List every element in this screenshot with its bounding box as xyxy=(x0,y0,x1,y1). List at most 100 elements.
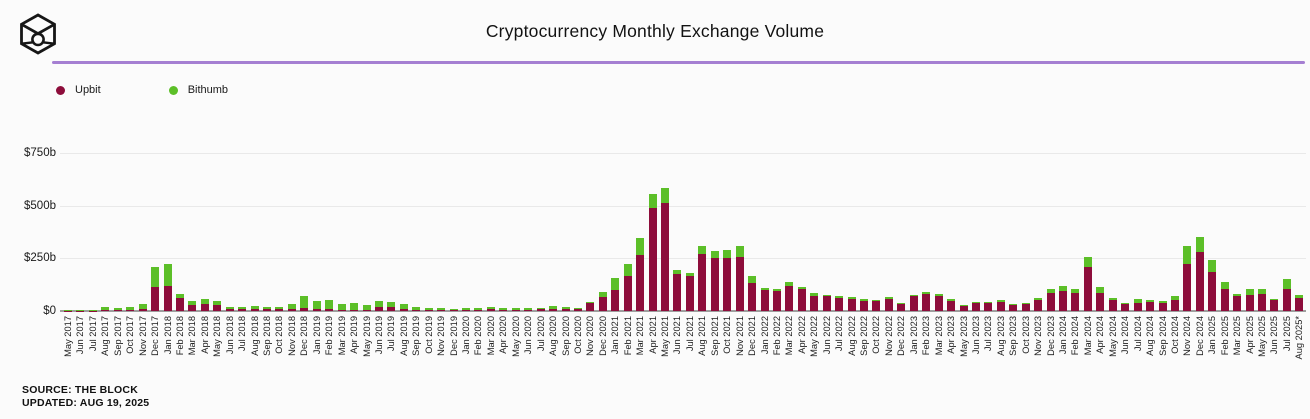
bar-stack[interactable] xyxy=(897,303,906,311)
bar-stack[interactable] xyxy=(325,300,334,311)
bar-stack[interactable] xyxy=(1121,302,1130,311)
bar-stack[interactable] xyxy=(175,294,184,311)
bar-stack[interactable] xyxy=(847,297,856,311)
bar-stack[interactable] xyxy=(300,296,309,311)
bar-stack[interactable] xyxy=(449,308,458,311)
bar-stack[interactable] xyxy=(412,307,421,311)
bar-stack[interactable] xyxy=(350,302,359,311)
bar-stack[interactable] xyxy=(511,308,520,311)
bar-stack[interactable] xyxy=(549,306,558,311)
bar-stack[interactable] xyxy=(1021,303,1030,311)
bar-stack[interactable] xyxy=(748,276,757,311)
bar-stack[interactable] xyxy=(797,286,806,311)
bar-stack[interactable] xyxy=(922,292,931,311)
bar-stack[interactable] xyxy=(984,302,993,311)
bar-stack[interactable] xyxy=(287,304,296,311)
bar-stack[interactable] xyxy=(250,306,259,311)
bar-stack[interactable] xyxy=(971,301,980,311)
bar-stack[interactable] xyxy=(1295,295,1304,311)
bar-stack[interactable] xyxy=(225,306,234,311)
bar-stack[interactable] xyxy=(1046,289,1055,311)
bar-stack[interactable] xyxy=(698,246,707,311)
bar-stack[interactable] xyxy=(1258,289,1266,311)
bar-stack[interactable] xyxy=(387,301,396,311)
bar-stack[interactable] xyxy=(860,299,868,311)
bar-stack[interactable] xyxy=(884,297,893,311)
bar-stack[interactable] xyxy=(101,307,110,311)
bar-stack[interactable] xyxy=(598,292,607,311)
bar-stack[interactable] xyxy=(1282,279,1291,311)
bar-stack[interactable] xyxy=(1170,295,1179,311)
bar-stack[interactable] xyxy=(424,307,433,311)
bar-stack[interactable] xyxy=(437,308,446,311)
bar-stack[interactable] xyxy=(138,303,147,311)
bar-stack[interactable] xyxy=(64,310,72,311)
bar-stack[interactable] xyxy=(238,307,247,311)
bar-stack[interactable] xyxy=(947,299,956,311)
bar-stack[interactable] xyxy=(872,299,881,311)
bar-stack[interactable] xyxy=(586,301,595,311)
bar-stack[interactable] xyxy=(661,187,669,311)
legend-item-upbit[interactable]: Upbit xyxy=(56,84,101,96)
bar-stack[interactable] xyxy=(275,306,284,311)
bar-stack[interactable] xyxy=(636,238,645,311)
bar-stack[interactable] xyxy=(1108,297,1117,311)
bar-stack[interactable] xyxy=(524,308,533,311)
bar-stack[interactable] xyxy=(673,270,682,311)
bar-stack[interactable] xyxy=(934,294,943,311)
bar-stack[interactable] xyxy=(1146,299,1155,311)
bar-stack[interactable] xyxy=(810,293,819,311)
bar-stack[interactable] xyxy=(1245,289,1254,311)
bar-stack[interactable] xyxy=(263,307,271,311)
bar-stack[interactable] xyxy=(499,308,508,311)
bar-stack[interactable] xyxy=(685,273,694,311)
bar-stack[interactable] xyxy=(1059,285,1067,311)
bar-stack[interactable] xyxy=(486,307,495,311)
bar-stack[interactable] xyxy=(126,307,135,311)
bar-stack[interactable] xyxy=(996,300,1005,311)
the-block-logo[interactable] xyxy=(18,13,58,55)
bar-stack[interactable] xyxy=(200,299,209,311)
bar-stack[interactable] xyxy=(785,281,794,311)
bar-stack[interactable] xyxy=(151,266,160,311)
bar-stack[interactable] xyxy=(760,287,769,311)
bar-stack[interactable] xyxy=(1096,287,1105,311)
bar-stack[interactable] xyxy=(188,301,197,311)
bar-stack[interactable] xyxy=(710,250,719,311)
bar-stack[interactable] xyxy=(474,307,483,311)
legend-item-bithumb[interactable]: Bithumb xyxy=(168,84,228,96)
bar-stack[interactable] xyxy=(76,310,85,311)
bar-stack[interactable] xyxy=(1071,289,1080,311)
bar-stack[interactable] xyxy=(88,309,97,311)
bar-stack[interactable] xyxy=(1009,303,1018,311)
bar-stack[interactable] xyxy=(1233,293,1242,311)
bar-stack[interactable] xyxy=(1183,245,1192,311)
bar-stack[interactable] xyxy=(1083,257,1092,311)
bar-stack[interactable] xyxy=(772,288,781,311)
bar-stack[interactable] xyxy=(835,296,844,311)
bar-stack[interactable] xyxy=(1195,237,1204,311)
bar-stack[interactable] xyxy=(735,246,744,311)
bar-stack[interactable] xyxy=(1158,300,1167,311)
bar-stack[interactable] xyxy=(113,307,122,311)
bar-stack[interactable] xyxy=(312,300,321,311)
bar-stack[interactable] xyxy=(337,303,346,311)
bar-stack[interactable] xyxy=(723,250,732,311)
bar-stack[interactable] xyxy=(611,278,620,311)
bar-stack[interactable] xyxy=(399,303,408,311)
bar-stack[interactable] xyxy=(959,304,968,311)
bar-stack[interactable] xyxy=(1133,299,1142,311)
bar-stack[interactable] xyxy=(536,307,545,311)
bar-stack[interactable] xyxy=(462,308,470,311)
bar-stack[interactable] xyxy=(362,304,371,311)
bar-stack[interactable] xyxy=(213,301,222,311)
bar-stack[interactable] xyxy=(374,300,383,311)
bar-stack[interactable] xyxy=(909,294,918,311)
bar-stack[interactable] xyxy=(623,263,632,311)
bar-stack[interactable] xyxy=(163,264,172,311)
bar-stack[interactable] xyxy=(573,308,582,311)
bar-stack[interactable] xyxy=(648,193,657,311)
bar-stack[interactable] xyxy=(561,307,570,311)
bar-stack[interactable] xyxy=(822,294,831,311)
bar-stack[interactable] xyxy=(1270,298,1279,311)
